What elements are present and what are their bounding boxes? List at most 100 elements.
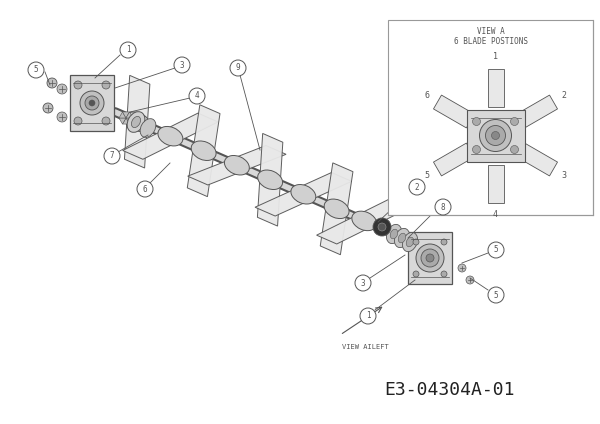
Ellipse shape xyxy=(158,126,183,146)
Circle shape xyxy=(174,57,190,73)
Circle shape xyxy=(189,88,205,104)
Ellipse shape xyxy=(390,229,398,239)
Bar xyxy=(408,232,452,284)
Circle shape xyxy=(441,239,447,245)
Circle shape xyxy=(89,100,95,106)
Text: 3: 3 xyxy=(562,170,566,179)
Circle shape xyxy=(426,254,434,262)
Circle shape xyxy=(102,81,110,89)
Ellipse shape xyxy=(131,117,140,128)
Circle shape xyxy=(458,264,466,272)
Text: 8: 8 xyxy=(440,203,445,212)
Polygon shape xyxy=(187,146,214,197)
Ellipse shape xyxy=(127,112,145,132)
Circle shape xyxy=(102,117,110,125)
Text: 9: 9 xyxy=(236,64,241,73)
Ellipse shape xyxy=(386,224,401,243)
Polygon shape xyxy=(487,165,503,203)
Ellipse shape xyxy=(398,233,406,243)
Circle shape xyxy=(137,181,153,197)
Bar xyxy=(467,109,524,162)
Circle shape xyxy=(441,271,447,277)
Circle shape xyxy=(413,239,419,245)
Circle shape xyxy=(43,103,53,113)
Text: 6: 6 xyxy=(425,92,430,100)
Circle shape xyxy=(473,117,481,126)
Polygon shape xyxy=(119,112,126,118)
Text: 5: 5 xyxy=(494,245,499,254)
Bar xyxy=(70,75,114,131)
Circle shape xyxy=(230,60,246,76)
Polygon shape xyxy=(127,75,150,126)
Ellipse shape xyxy=(257,170,283,190)
Text: VIEW A: VIEW A xyxy=(476,28,505,36)
Polygon shape xyxy=(326,163,353,213)
Circle shape xyxy=(74,81,82,89)
Circle shape xyxy=(360,308,376,324)
Polygon shape xyxy=(354,198,412,225)
Text: 6: 6 xyxy=(143,184,148,193)
Polygon shape xyxy=(257,176,280,226)
Circle shape xyxy=(416,244,444,272)
Text: E3-04304A-01: E3-04304A-01 xyxy=(385,381,515,399)
Polygon shape xyxy=(160,113,218,141)
Polygon shape xyxy=(255,190,313,216)
Text: 6 BLADE POSTIONS: 6 BLADE POSTIONS xyxy=(454,37,527,47)
Text: 4: 4 xyxy=(194,92,199,100)
Polygon shape xyxy=(188,161,247,185)
Circle shape xyxy=(47,78,57,88)
Polygon shape xyxy=(487,69,503,106)
Circle shape xyxy=(355,275,371,291)
Text: 1: 1 xyxy=(493,52,498,61)
Circle shape xyxy=(74,117,82,125)
Ellipse shape xyxy=(125,112,149,131)
Ellipse shape xyxy=(291,184,316,204)
Text: VIEW AILEFT: VIEW AILEFT xyxy=(342,344,389,350)
Text: 1: 1 xyxy=(365,312,370,321)
Polygon shape xyxy=(194,105,220,155)
Polygon shape xyxy=(123,132,181,159)
Circle shape xyxy=(511,117,518,126)
Circle shape xyxy=(28,62,44,78)
Ellipse shape xyxy=(224,156,250,175)
Text: 3: 3 xyxy=(361,279,365,287)
Text: 7: 7 xyxy=(110,151,115,161)
Text: 5: 5 xyxy=(425,170,430,179)
Polygon shape xyxy=(433,95,475,128)
Polygon shape xyxy=(124,117,147,168)
Ellipse shape xyxy=(191,141,216,160)
Polygon shape xyxy=(119,118,126,124)
Ellipse shape xyxy=(324,199,349,218)
Polygon shape xyxy=(122,112,130,118)
Polygon shape xyxy=(227,145,286,170)
Text: 5: 5 xyxy=(494,290,499,299)
Polygon shape xyxy=(320,204,347,255)
Circle shape xyxy=(511,145,518,153)
Circle shape xyxy=(378,223,386,231)
Text: 4: 4 xyxy=(493,210,498,219)
Circle shape xyxy=(409,179,425,195)
Polygon shape xyxy=(317,217,374,244)
Circle shape xyxy=(413,271,419,277)
Circle shape xyxy=(120,42,136,58)
Polygon shape xyxy=(517,95,557,128)
Circle shape xyxy=(466,276,474,284)
Circle shape xyxy=(485,126,505,145)
Circle shape xyxy=(421,249,439,267)
Text: 5: 5 xyxy=(34,65,38,75)
Circle shape xyxy=(488,287,504,303)
Polygon shape xyxy=(126,112,133,118)
Circle shape xyxy=(57,112,67,122)
Circle shape xyxy=(488,242,504,258)
Text: 3: 3 xyxy=(179,61,184,70)
Polygon shape xyxy=(260,134,283,184)
Ellipse shape xyxy=(140,119,156,137)
Circle shape xyxy=(491,131,499,139)
Circle shape xyxy=(479,120,511,151)
Circle shape xyxy=(80,91,104,115)
Ellipse shape xyxy=(352,211,377,231)
Circle shape xyxy=(473,145,481,153)
Polygon shape xyxy=(122,118,130,124)
Circle shape xyxy=(104,148,120,164)
Text: 2: 2 xyxy=(562,92,566,100)
